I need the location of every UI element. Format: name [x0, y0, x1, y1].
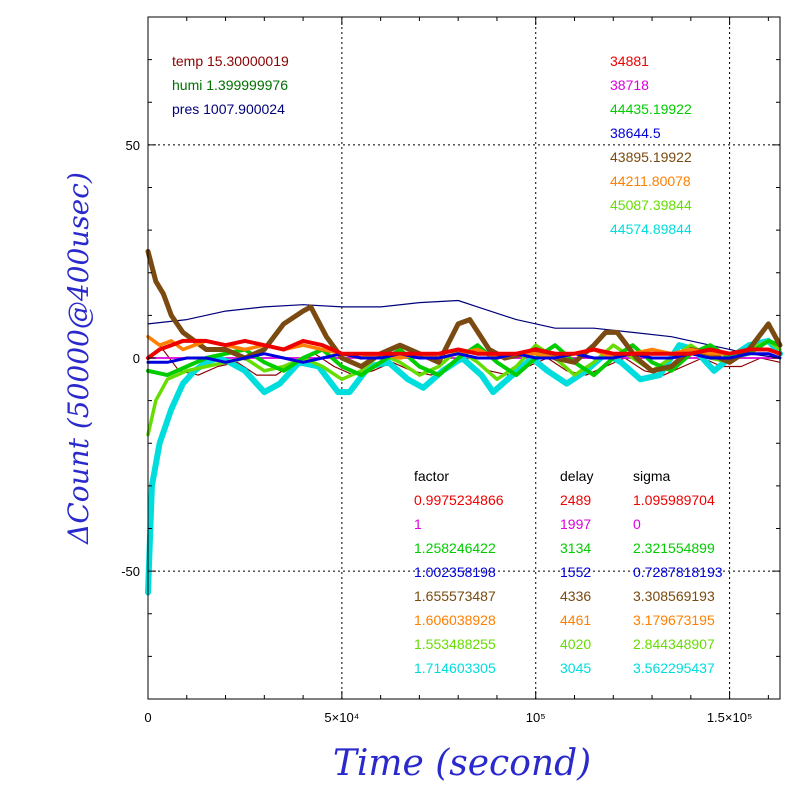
y-tick-label: -50 — [121, 564, 140, 579]
table-sigma: 2.844348907 — [633, 636, 715, 652]
table-delay: 2489 — [560, 492, 591, 508]
table-sigma: 3.562295437 — [633, 660, 715, 676]
y-tick-label: 0 — [133, 351, 140, 366]
series-line-8 — [146, 352, 782, 364]
count-legend-item: 38718 — [610, 77, 649, 93]
count-legend-item: 38644.5 — [610, 125, 661, 141]
series-line-0 — [147, 299, 781, 359]
table-sigma: 0 — [633, 516, 641, 532]
table-delay: 1997 — [560, 516, 591, 532]
table-delay: 4461 — [560, 612, 591, 628]
x-tick-label: 5×10⁴ — [324, 710, 359, 725]
env-legend-item: humi 1.399999976 — [172, 77, 288, 93]
count-legend-item: 44211.80078 — [610, 173, 691, 189]
y-axis-title: ΔCount (50000@400usec) — [62, 172, 95, 545]
table-delay: 4020 — [560, 636, 591, 652]
table-sigma: 2.321554899 — [633, 540, 715, 556]
count-legend-item: 44435.19922 — [610, 101, 692, 117]
table-delay: 1552 — [560, 564, 591, 580]
table-sigma: 3.179673195 — [633, 612, 715, 628]
x-tick-label: 10⁵ — [526, 710, 546, 725]
x-tick-label: 1.5×10⁵ — [707, 710, 753, 725]
table-sigma: 0.7287818193 — [633, 564, 723, 580]
table-factor: 1.258246422 — [414, 540, 496, 556]
count-legend: 34881 38718 44435.19922 38644.5 43895.19922 4… — [610, 53, 692, 237]
table-sigma: 1.095989704 — [633, 492, 715, 508]
table-factor: 1.606038928 — [414, 612, 496, 628]
table-delay: 4336 — [560, 588, 591, 604]
y-tick-label: 50 — [126, 138, 140, 153]
table-factor: 0.9975234866 — [414, 492, 504, 508]
table-header: sigma — [633, 468, 671, 484]
env-legend-item: pres 1007.900024 — [172, 101, 285, 117]
table-factor: 1 — [414, 516, 422, 532]
table-header: delay — [560, 468, 593, 484]
table-factor: 1.655573487 — [414, 588, 496, 604]
count-legend-item: 43895.19922 — [610, 149, 692, 165]
table-factor: 1.553488255 — [414, 636, 496, 652]
series-layer — [145, 248, 783, 596]
table-header: factor — [414, 468, 449, 484]
count-legend-item: 45087.39844 — [610, 197, 692, 213]
table-sigma: 3.308569193 — [633, 588, 715, 604]
env-legend: temp 15.30000019 humi 1.399999976 pres 100… — [172, 53, 289, 117]
series-line-6 — [145, 248, 783, 374]
table-delay: 3045 — [560, 660, 591, 676]
table-delay: 3134 — [560, 540, 591, 556]
stats-table: factor delay sigma 0.9975234866 2489 1.095989… — [414, 468, 723, 676]
ticks: 0 5×10⁴ 10⁵ 1.5×10⁵ 50 0 -50 — [121, 17, 780, 725]
table-factor: 1.002358198 — [414, 564, 496, 580]
count-legend-item: 44574.89844 — [610, 221, 692, 237]
env-legend-item: temp 15.30000019 — [172, 53, 289, 69]
x-axis-title: Time (second) — [333, 743, 591, 784]
count-legend-item: 34881 — [610, 53, 649, 69]
x-tick-label: 0 — [144, 710, 151, 725]
series-line-9 — [146, 338, 782, 360]
table-factor: 1.714603305 — [414, 660, 496, 676]
